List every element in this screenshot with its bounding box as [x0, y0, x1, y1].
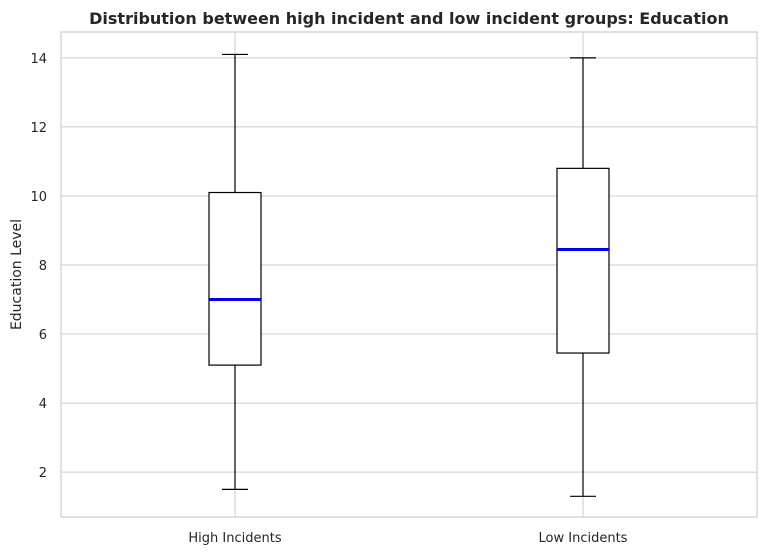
y-tick-label: 6	[39, 328, 47, 343]
y-tick-label: 2	[39, 466, 47, 481]
y-tick-label: 8	[39, 259, 47, 274]
y-axis-label: Education Level	[9, 219, 25, 330]
y-tick-label: 14	[30, 52, 47, 67]
x-tick-label: Low Incidents	[539, 531, 628, 546]
y-tick-label: 10	[30, 190, 47, 205]
chart-title: Distribution between high incident and l…	[89, 9, 729, 28]
y-tick-labels: 2 4 6 8 10 12 14	[30, 52, 47, 481]
box-group	[208, 53, 262, 490]
x-tick-labels: High Incidents Low Incidents	[188, 531, 627, 546]
iqr-box	[556, 167, 610, 354]
x-tick-label: High Incidents	[188, 531, 281, 546]
y-tick-label: 12	[30, 121, 47, 136]
box-group	[556, 57, 610, 497]
plot-frame	[60, 31, 758, 518]
iqr-box	[208, 191, 262, 366]
y-tick-label: 4	[39, 397, 47, 412]
grid-lines	[61, 32, 757, 517]
boxes	[208, 53, 610, 497]
